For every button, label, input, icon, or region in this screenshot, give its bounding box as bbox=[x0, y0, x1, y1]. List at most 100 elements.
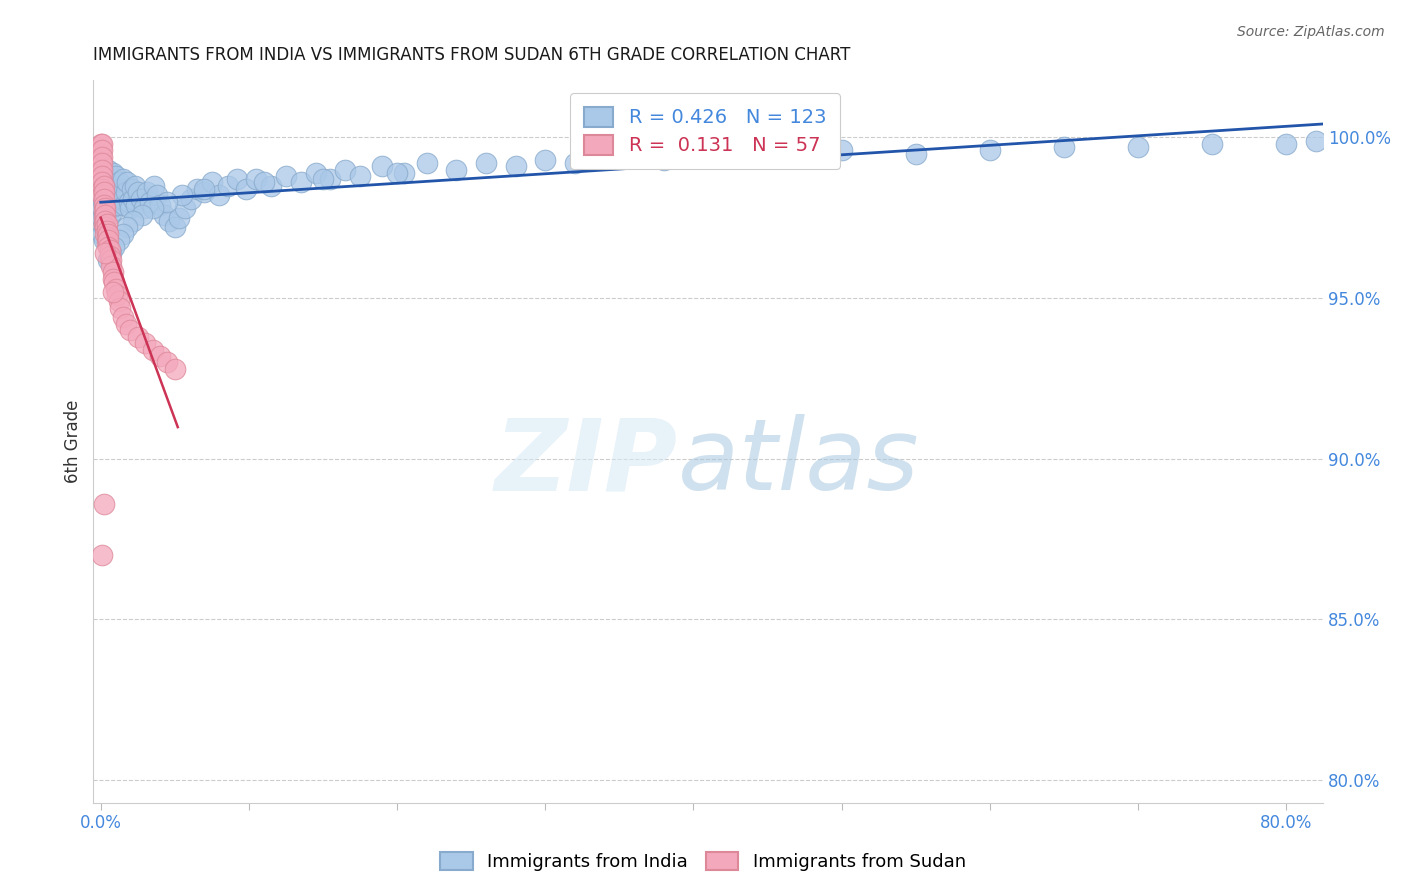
Point bbox=[132, 201, 155, 215]
Text: Source: ZipAtlas.com: Source: ZipAtlas.com bbox=[1237, 25, 1385, 39]
Point bbox=[149, 349, 172, 363]
Point bbox=[770, 150, 793, 164]
Point bbox=[167, 211, 190, 225]
Point bbox=[146, 188, 169, 202]
Point bbox=[349, 169, 371, 183]
Point bbox=[93, 217, 115, 231]
Point bbox=[103, 178, 125, 193]
Legend: Immigrants from India, Immigrants from Sudan: Immigrants from India, Immigrants from S… bbox=[433, 845, 973, 879]
Point bbox=[91, 156, 114, 170]
Point bbox=[142, 201, 165, 215]
Point bbox=[100, 246, 122, 260]
Point bbox=[98, 192, 121, 206]
Point bbox=[131, 208, 153, 222]
Point bbox=[153, 208, 176, 222]
Point bbox=[108, 182, 131, 196]
Point bbox=[800, 150, 823, 164]
Point bbox=[93, 198, 115, 212]
Point bbox=[96, 169, 118, 183]
Point bbox=[96, 204, 118, 219]
Point bbox=[117, 176, 139, 190]
Point bbox=[156, 355, 179, 369]
Point bbox=[127, 329, 149, 343]
Point bbox=[101, 166, 124, 180]
Text: IMMIGRANTS FROM INDIA VS IMMIGRANTS FROM SUDAN 6TH GRADE CORRELATION CHART: IMMIGRANTS FROM INDIA VS IMMIGRANTS FROM… bbox=[93, 46, 851, 64]
Point bbox=[101, 204, 124, 219]
Point bbox=[91, 150, 114, 164]
Point bbox=[96, 230, 118, 244]
Legend: R = 0.426   N = 123, R =  0.131   N = 57: R = 0.426 N = 123, R = 0.131 N = 57 bbox=[571, 93, 839, 169]
Point bbox=[149, 198, 172, 212]
Point bbox=[90, 150, 112, 164]
Point bbox=[134, 336, 156, 351]
Point bbox=[121, 182, 143, 196]
Point bbox=[105, 182, 128, 196]
Point bbox=[193, 185, 215, 199]
Point bbox=[117, 220, 139, 235]
Point bbox=[475, 156, 498, 170]
Point bbox=[180, 192, 202, 206]
Point bbox=[1305, 134, 1327, 148]
Point bbox=[172, 188, 194, 202]
Point bbox=[101, 272, 124, 286]
Point bbox=[135, 185, 157, 199]
Point bbox=[371, 160, 394, 174]
Point bbox=[94, 220, 117, 235]
Point bbox=[111, 310, 134, 325]
Point bbox=[97, 240, 120, 254]
Point bbox=[98, 243, 121, 257]
Point bbox=[193, 182, 215, 196]
Point bbox=[163, 361, 186, 376]
Text: atlas: atlas bbox=[678, 414, 920, 511]
Point bbox=[111, 227, 134, 241]
Point bbox=[607, 150, 630, 164]
Point bbox=[93, 217, 115, 231]
Point bbox=[104, 198, 127, 212]
Point bbox=[1126, 140, 1149, 154]
Point bbox=[105, 288, 128, 302]
Point bbox=[534, 153, 557, 167]
Point bbox=[93, 233, 115, 247]
Point bbox=[98, 208, 121, 222]
Point bbox=[124, 178, 146, 193]
Point bbox=[235, 182, 257, 196]
Point bbox=[93, 198, 115, 212]
Point bbox=[91, 188, 114, 202]
Point bbox=[115, 317, 138, 331]
Point bbox=[156, 194, 179, 209]
Point bbox=[90, 144, 112, 158]
Point bbox=[97, 201, 120, 215]
Point bbox=[94, 201, 117, 215]
Point bbox=[94, 208, 117, 222]
Point bbox=[120, 201, 142, 215]
Point bbox=[100, 259, 122, 273]
Point bbox=[226, 172, 249, 186]
Point bbox=[505, 160, 527, 174]
Point bbox=[91, 169, 114, 183]
Point bbox=[104, 169, 127, 183]
Point bbox=[904, 146, 927, 161]
Point bbox=[253, 176, 276, 190]
Point bbox=[91, 548, 114, 562]
Point bbox=[385, 166, 408, 180]
Point bbox=[217, 178, 239, 193]
Point bbox=[93, 208, 115, 222]
Text: ZIP: ZIP bbox=[495, 414, 678, 511]
Point bbox=[104, 281, 127, 295]
Point bbox=[118, 194, 141, 209]
Point bbox=[107, 233, 129, 247]
Point bbox=[94, 204, 117, 219]
Point bbox=[564, 156, 586, 170]
Point bbox=[98, 249, 121, 263]
Point bbox=[96, 198, 118, 212]
Point bbox=[91, 144, 114, 158]
Point bbox=[96, 217, 118, 231]
Point bbox=[97, 233, 120, 247]
Point bbox=[245, 172, 267, 186]
Point bbox=[122, 214, 145, 228]
Point bbox=[111, 192, 134, 206]
Point bbox=[97, 162, 120, 177]
Point bbox=[335, 162, 357, 177]
Point bbox=[96, 192, 118, 206]
Point bbox=[122, 192, 145, 206]
